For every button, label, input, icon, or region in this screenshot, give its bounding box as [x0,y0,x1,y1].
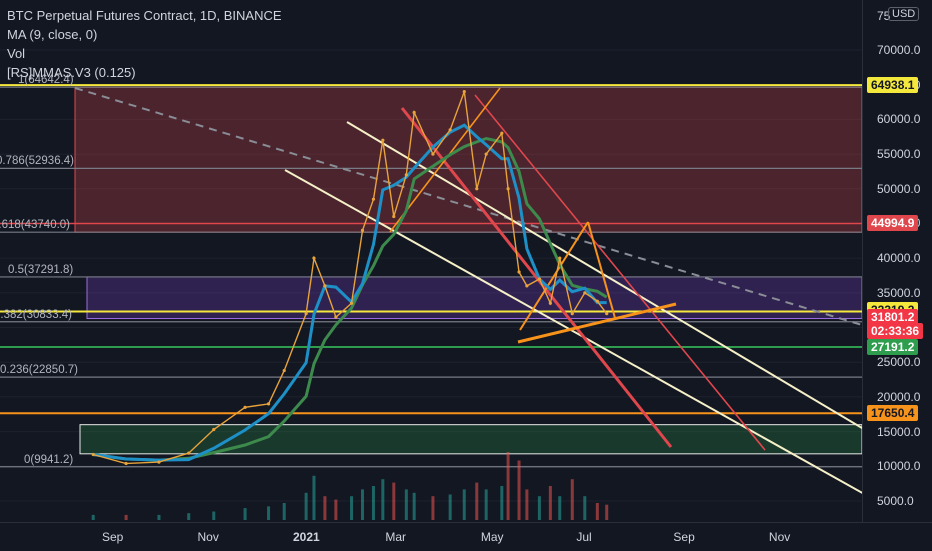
time-tick-4: May [480,530,504,544]
volume-bar-29 [548,486,552,520]
fib-red-zone [74,86,862,233]
orange-support-line [517,302,677,344]
volume-bar-27 [525,489,529,520]
volume-bar-34 [605,504,609,520]
white-channel-lower [284,169,862,494]
price-tick-10: 20000.0 [877,389,921,404]
fib-label-1: 0.786(52936.4) [0,155,75,168]
green-zone [79,424,862,455]
volume-bar-10 [323,496,327,520]
volume-bar-3 [187,513,191,520]
volume-bar-18 [412,492,416,520]
red-channel-left [400,107,673,448]
price-tick-4: 50000.0 [877,181,921,196]
legend-ma[interactable]: MA (9, close, 0) [7,27,98,42]
volume-bar-8 [304,492,308,520]
volume-bar-31 [570,479,574,520]
volume-bar-23 [484,489,488,520]
volume-bar-2 [157,514,161,520]
price-tick-12: 10000.0 [877,459,921,474]
volume-bar-0 [91,514,95,520]
volume-bar-12 [350,496,354,520]
volume-bar-21 [462,489,466,520]
currency-button[interactable]: USD [888,7,920,21]
time-tick-0: Sep [102,530,124,544]
price-badge-5: 27191.2 [867,339,919,356]
orange-triangle-right [587,221,616,319]
time-tick-5: Jul [576,530,592,544]
volume-bar-16 [392,482,396,520]
legend-vol[interactable]: Vol [7,46,26,61]
volume-bar-11 [334,499,338,520]
fib-label-0: 1(64642.4) [18,74,74,87]
volume-bar-13 [360,489,364,520]
orange-triangle-left [519,221,589,331]
red-channel-right [474,94,766,451]
price-tick-11: 15000.0 [877,424,921,439]
volume-bar-5 [243,508,247,520]
volume-bar-9 [312,475,316,520]
price-chart[interactable] [0,0,862,522]
volume-bar-14 [371,486,375,520]
chart-legend: BTC Perpetual Futures Contract, 1D, BINA… [7,6,282,82]
fib-label-2: 0.618(43740.0) [0,219,71,232]
time-tick-6: Sep [673,530,695,544]
price-tick-13: 5000.0 [877,494,914,508]
time-axis[interactable]: Sep Nov 2021 Mar May Jul Sep Nov [0,522,932,551]
volume-bar-19 [431,496,435,520]
volume-bar-15 [381,479,385,520]
fib-label-5: 0.236(22850.7) [0,364,79,377]
volume-bar-25 [506,452,510,520]
price-tick-partial: 75 [877,9,891,23]
slow-moving-average [92,136,608,462]
price-tick-7: 35000.0 [877,285,921,300]
price-badge-4: 02:33:36 [867,323,924,340]
fib-label-6: 0(9941.2) [24,453,74,466]
fib-label-3: 0.5(37291.8) [8,263,74,276]
time-tick-7: Nov [768,530,791,544]
price-tick-2: 60000.0 [877,112,921,127]
white-channel-upper [346,121,862,429]
time-tick-3: Mar [385,530,407,544]
price-badge-0: 64938.1 [867,77,919,94]
volume-bar-17 [404,489,408,520]
price-badge-6: 17650.4 [867,405,919,422]
volume-bar-4 [212,511,216,520]
price-badge-3: 31801.2 [867,309,919,326]
legend-mmas[interactable]: [RS]MMAS.V3 (0.125) [7,65,136,80]
chart-area[interactable]: 1(64642.4) 0.786(52936.4) 0.618(43740.0) 0.… [0,0,862,522]
price-badge-1: 44994.9 [867,215,919,232]
price-line [93,91,608,465]
volume-bar-33 [595,503,599,520]
volume-bar-28 [537,496,541,520]
time-tick-1: Nov [197,530,219,544]
volume-bar-7 [282,503,286,520]
price-tick-9: 25000.0 [877,355,921,370]
volume-bar-26 [517,460,521,520]
volume-bar-24 [500,486,504,520]
dashed-trendline [74,87,862,326]
volume-bar-1 [124,514,128,520]
volume-bar-22 [475,482,479,520]
volume-bar-6 [267,506,271,520]
price-axis[interactable]: 70000.065000.060000.055000.050000.045000… [862,0,932,522]
volume-bar-30 [558,496,562,520]
volume-bar-32 [583,496,587,520]
legend-title: BTC Perpetual Futures Contract, 1D, BINA… [7,8,282,23]
price-tick-0: 70000.0 [877,43,921,57]
price-tick-3: 55000.0 [877,147,921,162]
time-tick-2: 2021 [293,530,320,544]
volume-bar-20 [448,494,452,520]
fib-label-4: 0.382(30833.4) [0,308,73,321]
price-tick-6: 40000.0 [877,251,921,266]
